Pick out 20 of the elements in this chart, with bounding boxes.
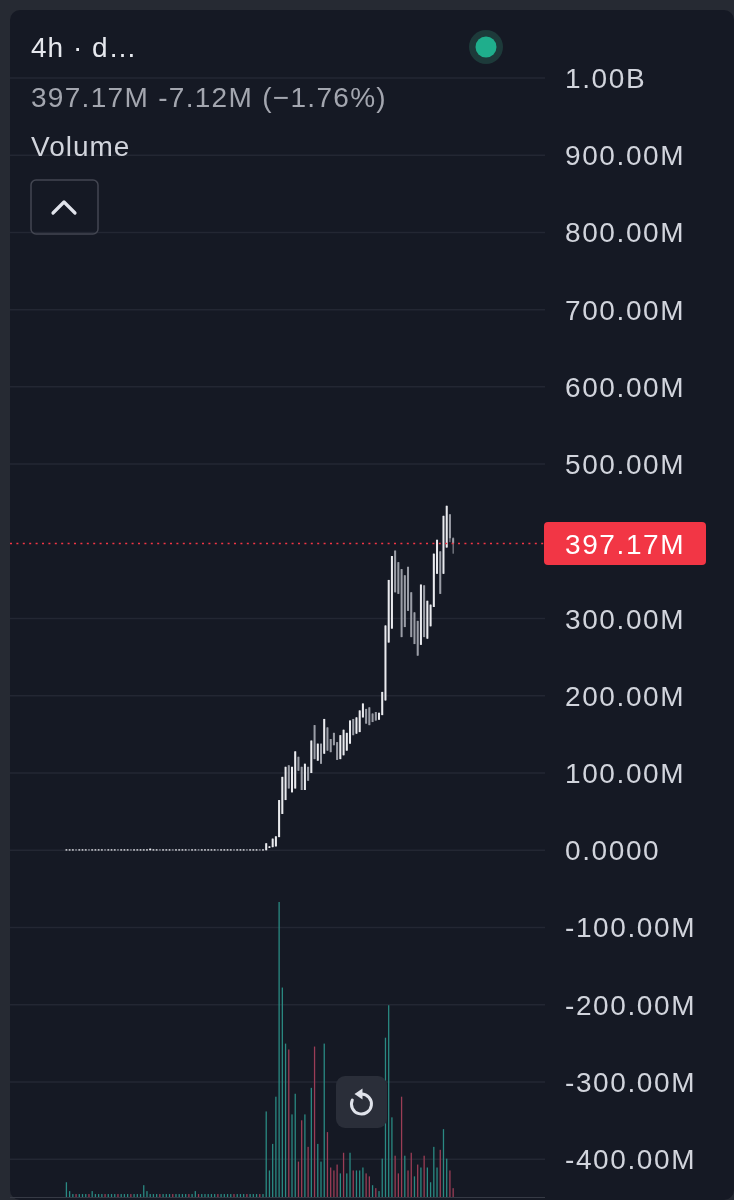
y-tick-label: 300.00M: [565, 603, 686, 635]
y-tick-label: 500.00M: [565, 448, 686, 480]
y-tick-label: 800.00M: [565, 216, 686, 248]
y-tick-label: 0.0000: [565, 834, 661, 866]
y-tick-label: 200.00M: [565, 680, 686, 712]
text: 4h · d…: [31, 31, 138, 63]
y-tick-label: 600.00M: [565, 371, 686, 403]
ref-line-label: 397.17M: [565, 528, 686, 560]
y-tick-label: -100.00M: [565, 911, 697, 943]
y-tick-label: 1.00B: [565, 62, 647, 94]
y-tick-label: -400.00M: [565, 1143, 697, 1175]
y-tick-label: 100.00M: [565, 757, 686, 789]
y-tick-label: -200.00M: [565, 989, 697, 1021]
y-tick-label: 900.00M: [565, 139, 686, 171]
candlestick: [320, 743, 323, 765]
y-tick-label: -300.00M: [565, 1066, 697, 1098]
text: 397.17M -7.12M (−1.76%): [31, 81, 387, 113]
candlestick: [326, 726, 329, 752]
y-tick-label: 700.00M: [565, 294, 686, 326]
chart-title: Volume: [31, 130, 131, 162]
